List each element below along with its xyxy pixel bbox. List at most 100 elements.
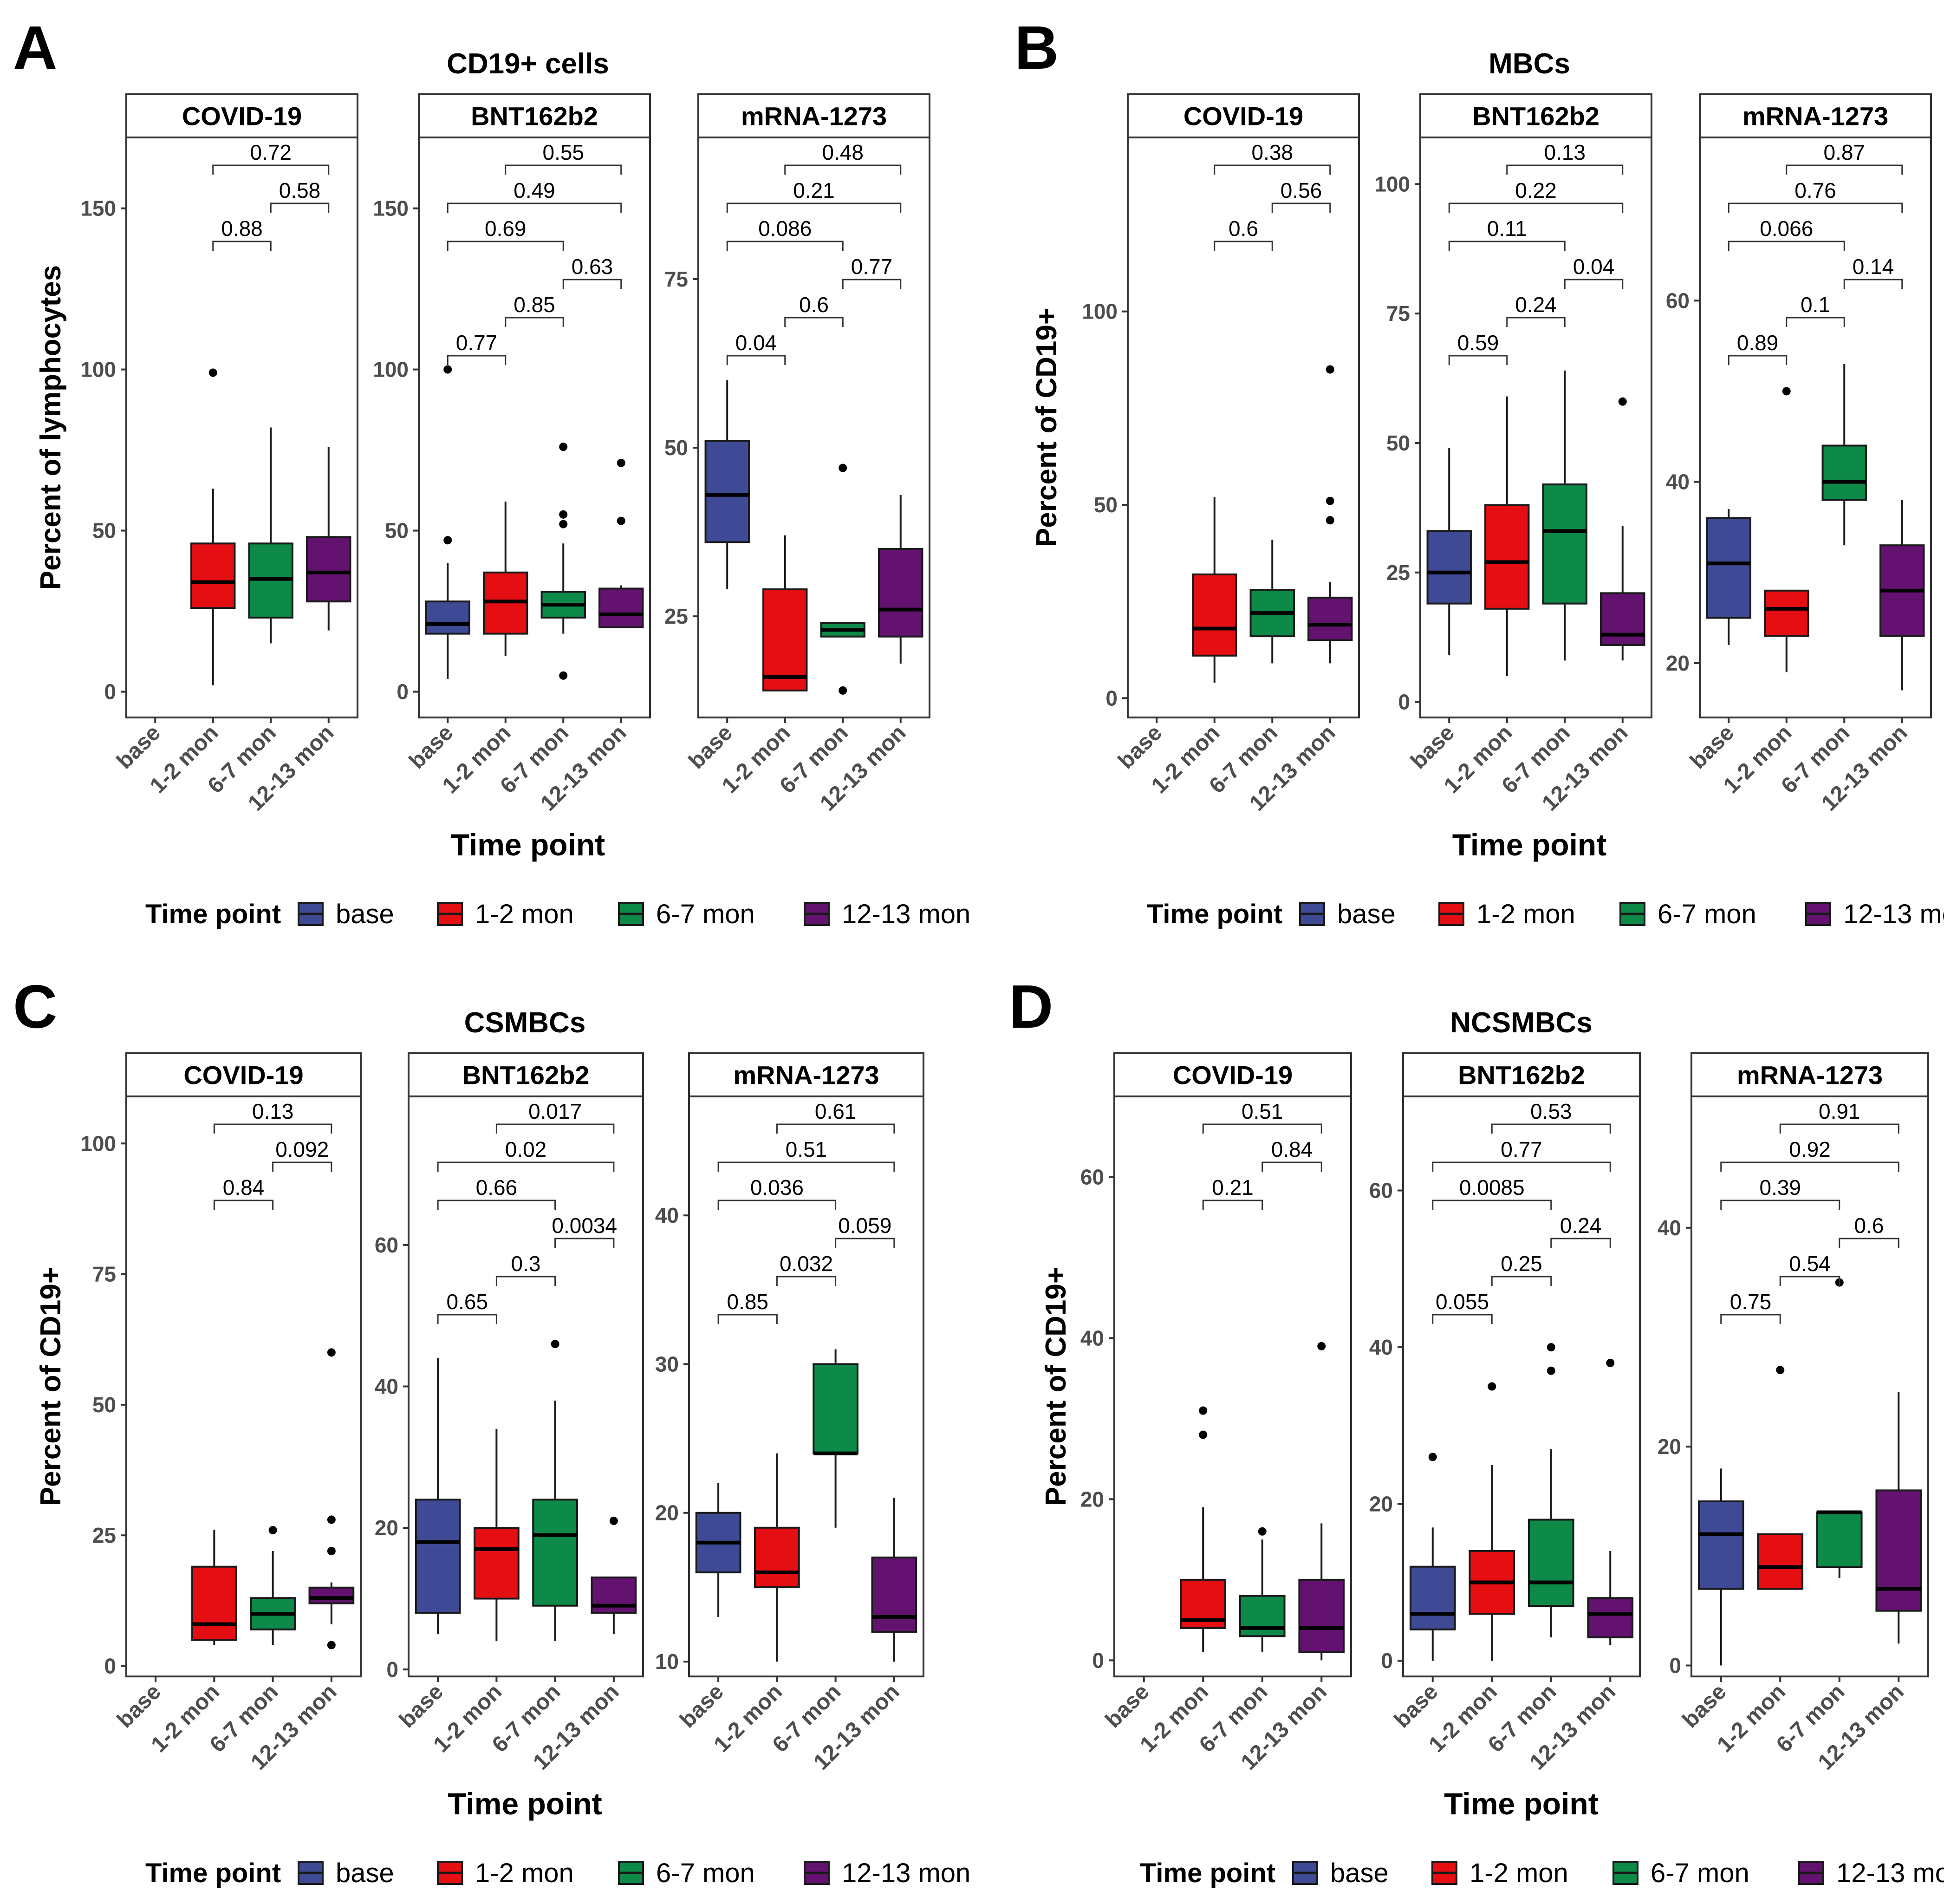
y-tick-label: 20: [1369, 1492, 1393, 1516]
comparison: 0.77: [447, 331, 507, 365]
p-value-label: 0.036: [750, 1175, 804, 1200]
p-value-label: 0.88: [221, 216, 263, 241]
box-12-13 mon: [591, 1516, 637, 1634]
p-value-label: 0.65: [446, 1290, 488, 1314]
p-value-label: 0.59: [1457, 331, 1499, 355]
p-value-label: 0.21: [793, 178, 835, 202]
comparison: 0.61: [776, 1099, 895, 1134]
p-value-label: 0.04: [735, 331, 777, 355]
p-value-label: 0.58: [279, 178, 321, 202]
p-value-label: 0.059: [838, 1213, 891, 1238]
outlier-point: [1326, 365, 1334, 374]
box-12-13 mon: [1600, 397, 1645, 661]
comparison-bracket: [212, 241, 272, 251]
outlier-point: [1488, 1382, 1496, 1391]
p-value-label: 0.017: [528, 1099, 582, 1123]
outlier-point: [1317, 1342, 1326, 1350]
outlier-point: [327, 1546, 336, 1555]
comparison-bracket: [1271, 202, 1331, 213]
facet-label: COVID-19: [183, 1061, 303, 1090]
p-value-label: 0.066: [1760, 216, 1813, 241]
plot-frame: [125, 137, 358, 718]
x-axis-label: Time point: [451, 828, 605, 862]
comparison-bracket: [726, 202, 902, 213]
p-value-label: 0.02: [505, 1137, 547, 1161]
comparison-bracket: [1491, 1123, 1611, 1134]
y-tick-label: 40: [1369, 1335, 1393, 1359]
box-12-13 mon: [1875, 1392, 1922, 1644]
y-tick-label: 100: [1082, 300, 1118, 324]
y-tick-label: 0: [386, 1657, 398, 1682]
p-value-label: 0.1: [1801, 293, 1830, 317]
p-value-label: 0.53: [1530, 1099, 1572, 1123]
comparison: 0.14: [1843, 254, 1903, 289]
y-tick-label: 75: [1386, 301, 1410, 326]
y-tick-label: 50: [92, 519, 116, 543]
comparison: 0.85: [505, 293, 564, 327]
box-body: [1821, 444, 1867, 501]
box-12-13 mon: [1307, 365, 1353, 664]
outlier-point: [559, 443, 568, 451]
plot-frame: [1402, 1095, 1641, 1677]
box-1-2 mon: [1192, 497, 1237, 683]
comparison: 0.56: [1271, 178, 1331, 213]
legend-entry: 1-2 mon: [1476, 899, 1575, 929]
box-body: [762, 588, 808, 691]
comparison-bracket: [212, 164, 330, 175]
outlier-point: [559, 671, 568, 680]
comparison-bracket: [1728, 355, 1788, 365]
legend-title: Time point: [145, 899, 281, 929]
comparison: 0.66: [437, 1175, 556, 1210]
legend-title: Time point: [1140, 1858, 1275, 1888]
comparison: 0.3: [495, 1252, 556, 1286]
y-axis-label: Percent of CD19+: [1031, 308, 1063, 547]
box-body: [532, 1499, 578, 1607]
outlier-point: [1782, 387, 1791, 396]
x-tick-label: base: [1406, 720, 1459, 774]
y-tick-label: 40: [1658, 1216, 1681, 1240]
legend-entry: 12-13 mon: [1843, 899, 1944, 929]
box-6-7 mon: [813, 1349, 858, 1528]
p-value-label: 0.69: [485, 216, 527, 241]
comparison-bracket: [842, 279, 902, 289]
comparison-bracket: [495, 1276, 556, 1286]
plot-frame: [1690, 1095, 1929, 1677]
comparison-bracket: [213, 1200, 274, 1210]
legend-entry: 6-7 mon: [656, 899, 755, 929]
legend: Time point base 1-2 mon 6-7 mon 12-13 mon: [145, 1858, 970, 1888]
legend-entry: 1-2 mon: [475, 899, 574, 929]
y-tick-label: 50: [385, 519, 409, 543]
comparison-bracket: [1779, 1123, 1899, 1134]
box-body: [1757, 1533, 1804, 1590]
box-body: [1816, 1511, 1863, 1568]
comparison: 0.53: [1491, 1099, 1611, 1134]
outlier-point: [839, 463, 847, 472]
x-tick-label: base: [404, 720, 458, 774]
p-value-label: 0.61: [815, 1099, 857, 1123]
comparison-bracket: [776, 1276, 837, 1286]
comparison: 0.13: [213, 1099, 332, 1134]
comparison: 0.84: [1261, 1137, 1322, 1172]
p-value-label: 0.055: [1436, 1290, 1489, 1314]
comparison: 0.13: [1506, 140, 1624, 175]
y-tick-label: 0: [1105, 686, 1118, 710]
outlier-point: [1606, 1358, 1615, 1367]
y-tick-label: 150: [80, 196, 116, 221]
box-body: [878, 548, 923, 638]
y-tick-label: 60: [375, 1233, 398, 1257]
comparison: 0.69: [447, 216, 564, 251]
y-tick-label: 60: [1080, 1165, 1104, 1189]
outlier-point: [1326, 496, 1334, 505]
box-body: [1426, 530, 1472, 605]
facet-strip: [1113, 1052, 1352, 1097]
box-body: [1239, 1595, 1286, 1637]
comparison-bracket: [1839, 1238, 1899, 1248]
box-6-7 mon: [1239, 1527, 1286, 1652]
comparison: 0.88: [212, 216, 272, 251]
outlier-point: [559, 520, 568, 528]
comparison: 0.02: [437, 1137, 615, 1172]
comparison: 0.65: [437, 1290, 497, 1324]
